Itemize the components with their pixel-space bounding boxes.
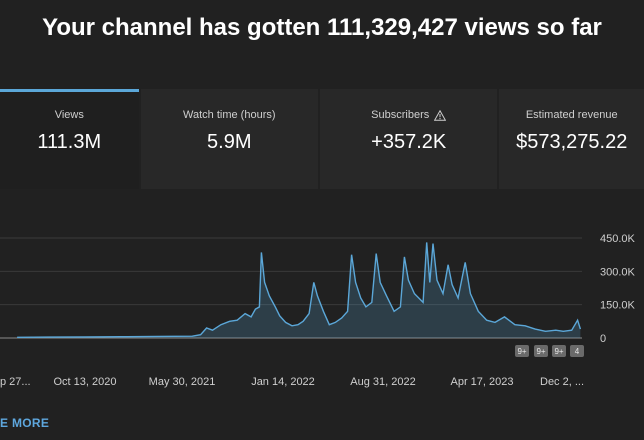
metric-label: Views: [54, 109, 84, 121]
metric-label: Estimated revenue: [525, 109, 618, 121]
annotation-marker[interactable]: 9+: [515, 345, 529, 357]
series-line: [17, 242, 582, 338]
marker-badge: [515, 345, 529, 357]
marker-badge: [534, 345, 548, 357]
marker-label: 9+: [536, 347, 545, 356]
metric-value: +357.2K: [371, 131, 447, 153]
x-tick-label: Jan 14, 2022: [251, 376, 315, 388]
x-tick-label: p 27...: [0, 376, 31, 388]
annotation-marker[interactable]: 9+: [534, 345, 548, 357]
x-tick-label: Apr 17, 2023: [451, 376, 514, 388]
metric-value: $573,275.22: [516, 131, 628, 153]
marker-badge: [552, 345, 566, 357]
marker-label: 4: [575, 347, 580, 356]
metric-tab-subscribers[interactable]: Subscribers +357.2K: [320, 89, 498, 189]
warning-icon[interactable]: [434, 109, 447, 121]
marker-label: 9+: [554, 347, 563, 356]
series-area: [17, 242, 581, 338]
metric-tab-views[interactable]: Views 111.3M: [0, 89, 139, 189]
see-more-link[interactable]: E MORE: [0, 416, 50, 430]
views-chart: 450.0K 300.0K 150.0K 0 9+ 9+ 9+ 4 p 27... Oct 1…: [0, 190, 644, 390]
x-tick-label: May 30, 2021: [149, 376, 216, 388]
x-tick-label: Dec 2, ...: [540, 376, 584, 388]
marker-badge: [570, 345, 584, 357]
x-tick-label: Aug 31, 2022: [350, 376, 415, 388]
metric-label: Subscribers: [371, 109, 430, 121]
metric-value: 5.9M: [207, 131, 252, 153]
y-tick-label: 450.0K: [600, 233, 636, 245]
metric-value: 111.3M: [37, 131, 102, 153]
x-tick-label: Oct 13, 2020: [54, 376, 117, 388]
y-tick-label: 300.0K: [600, 266, 636, 278]
metric-tab-revenue[interactable]: Estimated revenue $573,275.22: [499, 89, 644, 189]
metric-label-row: Subscribers: [371, 108, 447, 122]
metric-tab-watch-time[interactable]: Watch time (hours) 5.9M: [140, 89, 318, 189]
annotation-marker[interactable]: 9+: [552, 345, 566, 357]
page-title: Your channel has gotten 111,329,427 view…: [42, 14, 602, 41]
metric-label: Watch time (hours): [183, 109, 276, 121]
annotation-marker[interactable]: 4: [570, 345, 584, 357]
y-tick-label: 0: [600, 333, 606, 345]
chart-svg: 450.0K 300.0K 150.0K 0 9+ 9+ 9+ 4 p 27... Oct 1…: [0, 233, 636, 388]
marker-label: 9+: [517, 347, 526, 356]
y-tick-label: 150.0K: [600, 300, 636, 312]
metric-tabs: Views 111.3M Watch time (hours) 5.9M Sub…: [0, 89, 644, 189]
